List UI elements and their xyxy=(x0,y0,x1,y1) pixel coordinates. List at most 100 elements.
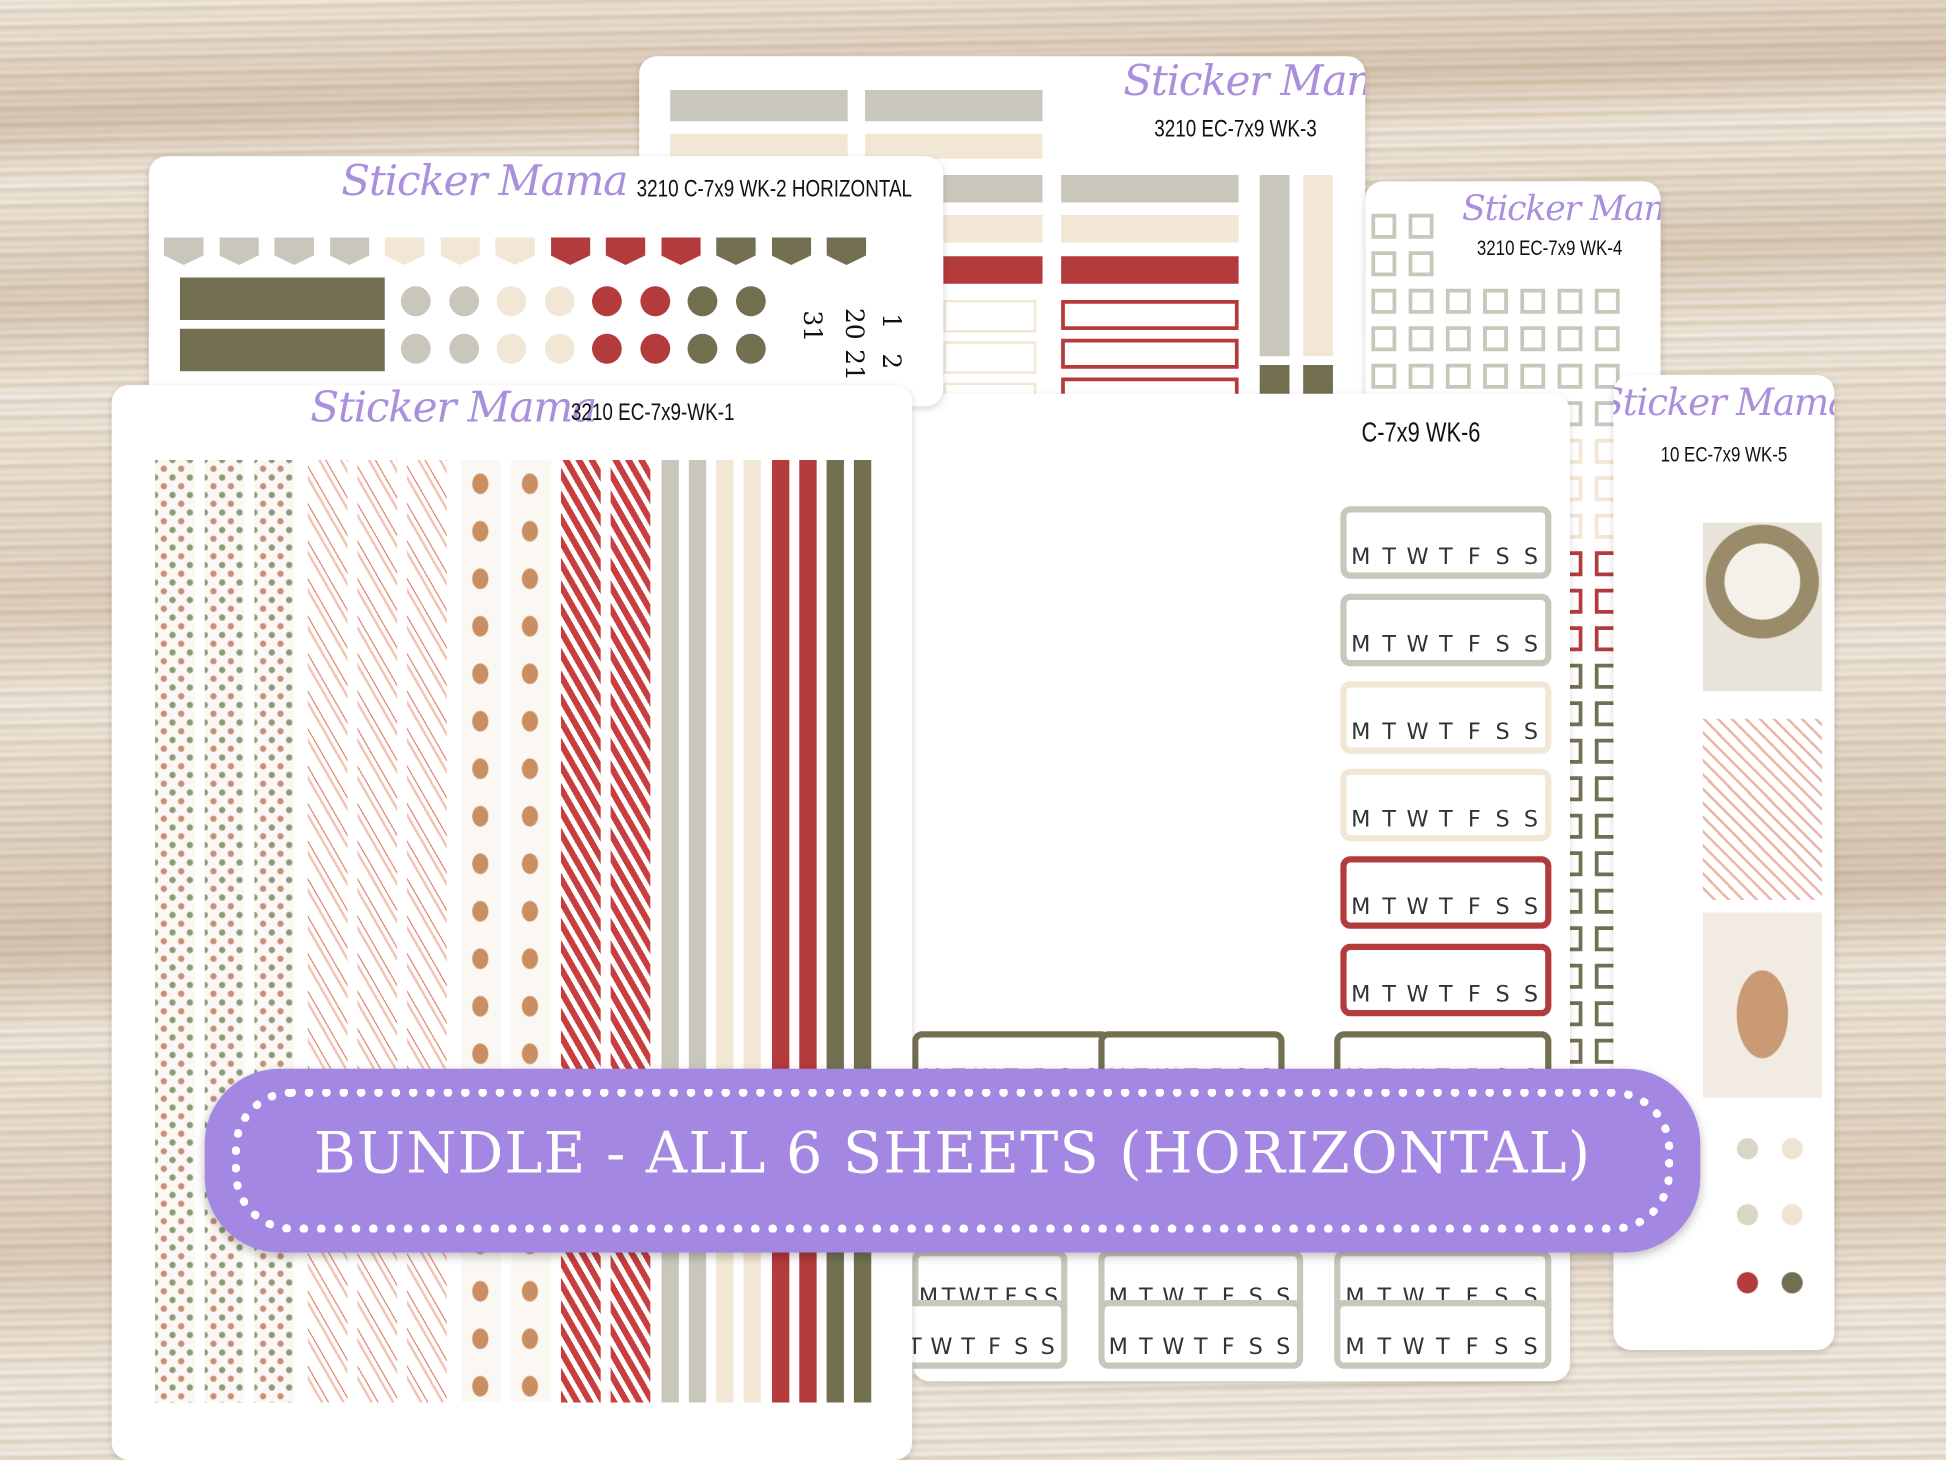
dot-sticker xyxy=(639,333,670,364)
checkbox xyxy=(1371,288,1397,314)
checkbox xyxy=(1408,251,1434,277)
weekday-letter: S xyxy=(1495,718,1510,745)
date-number: 20 xyxy=(839,307,870,340)
weekday-letter: M xyxy=(1351,806,1371,833)
weekday-letter: T xyxy=(961,1333,975,1360)
sheet-code: 3210 C-7x9 WK-2 HORIZONTAL xyxy=(636,176,913,203)
tab-sticker xyxy=(826,237,867,265)
date-number: 1 xyxy=(876,313,907,330)
vertical-strip xyxy=(1303,175,1333,357)
weekday-letter: S xyxy=(1495,806,1510,833)
weekday-letter: M xyxy=(1351,631,1371,658)
dot-sticker xyxy=(400,286,431,317)
weekday-letter: F xyxy=(1467,806,1481,833)
washi-strip xyxy=(771,460,790,1403)
checkbox xyxy=(1520,326,1546,352)
tab-sticker xyxy=(550,237,591,265)
dot-sticker xyxy=(687,286,718,317)
brand-logo: Sticker Mama xyxy=(1123,56,1365,107)
dot-sticker xyxy=(448,333,479,364)
checkbox xyxy=(1408,363,1434,389)
dot-sticker xyxy=(687,333,718,364)
tab-sticker xyxy=(495,237,535,265)
checkbox xyxy=(1371,326,1397,352)
washi-strip xyxy=(204,460,245,1403)
sheet-code: 3210 EC-7x9 WK-3 xyxy=(1154,116,1317,143)
deer-illustration xyxy=(1702,912,1822,1098)
washi-strip xyxy=(155,460,195,1403)
dot-sticker xyxy=(496,333,527,364)
weekday-letter: T xyxy=(1377,1333,1392,1360)
dot-sticker xyxy=(496,286,527,317)
vertical-strip xyxy=(1259,175,1290,357)
tab-sticker xyxy=(771,237,812,265)
dot-sticker xyxy=(592,333,622,364)
checkbox xyxy=(1445,363,1471,389)
checkbox xyxy=(1371,213,1397,239)
label-strip xyxy=(943,215,1043,243)
weekday-letter: W xyxy=(1402,1333,1425,1360)
weekday-letter: S xyxy=(1495,981,1510,1008)
snowman-illustration xyxy=(1702,522,1822,692)
tab-sticker xyxy=(384,237,425,265)
dot-sticker xyxy=(735,286,766,317)
weekday-letter: F xyxy=(1467,631,1481,658)
weekday-letter: F xyxy=(1467,718,1481,745)
washi-strip xyxy=(799,460,817,1403)
weekday-letter: W xyxy=(1406,981,1429,1008)
washi-strip xyxy=(853,460,872,1403)
weekday-letter: M xyxy=(1351,981,1371,1008)
weekday-letter: S xyxy=(1523,543,1539,570)
washi-strip xyxy=(688,460,707,1403)
weekday-letter: F xyxy=(1221,1333,1235,1360)
weekday-letter: T xyxy=(1382,631,1396,658)
checkbox xyxy=(1371,251,1397,277)
label-rect xyxy=(179,328,385,372)
washi-strip xyxy=(610,460,651,1403)
label-rect xyxy=(179,277,385,320)
checkbox xyxy=(1557,288,1583,314)
weekday-letter: T xyxy=(1439,631,1453,658)
weekday-letter: T xyxy=(1439,893,1453,920)
label-strip xyxy=(1061,175,1239,203)
washi-strip xyxy=(511,460,552,1403)
dotted-border xyxy=(232,1088,1674,1233)
label-strip xyxy=(670,90,848,122)
tab-sticker xyxy=(163,237,204,265)
candy-stripe-box xyxy=(1702,718,1822,900)
weekday-letter: W xyxy=(930,1333,953,1360)
weekday-letter: S xyxy=(1495,543,1510,570)
weekday-letter: T xyxy=(1193,1333,1208,1360)
weekday-letter: M xyxy=(1108,1333,1128,1360)
label-strip xyxy=(865,90,1043,122)
washi-strip xyxy=(661,460,679,1403)
checkbox xyxy=(1408,213,1434,239)
weekday-letter: T xyxy=(1439,718,1453,745)
weekday-letter: T xyxy=(1439,981,1453,1008)
date-number: 21 xyxy=(839,349,870,381)
weekday-letter: S xyxy=(1014,1333,1029,1360)
dot-sticker xyxy=(400,333,431,364)
weekday-letter: T xyxy=(1382,806,1396,833)
washi-strip xyxy=(254,460,295,1403)
washi-strip xyxy=(743,460,761,1403)
weekday-letter: T xyxy=(1138,1333,1153,1360)
sheet-code: 3210 EC-7x9-WK-1 xyxy=(570,400,735,427)
tab-sticker xyxy=(329,237,370,265)
washi-strip xyxy=(407,460,447,1403)
checkbox xyxy=(1594,363,1620,389)
tab-sticker xyxy=(716,237,756,265)
weekday-letter: S xyxy=(1523,718,1539,745)
weekday-letter: S xyxy=(1248,1333,1263,1360)
checkbox xyxy=(1483,363,1508,389)
